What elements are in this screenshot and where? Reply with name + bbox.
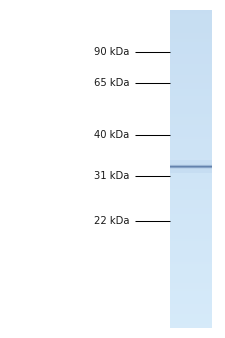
Text: 22 kDa: 22 kDa [94,216,129,226]
Text: 40 kDa: 40 kDa [94,130,129,140]
Text: 90 kDa: 90 kDa [94,47,129,57]
Text: 65 kDa: 65 kDa [94,78,129,88]
Text: 31 kDa: 31 kDa [94,171,129,181]
